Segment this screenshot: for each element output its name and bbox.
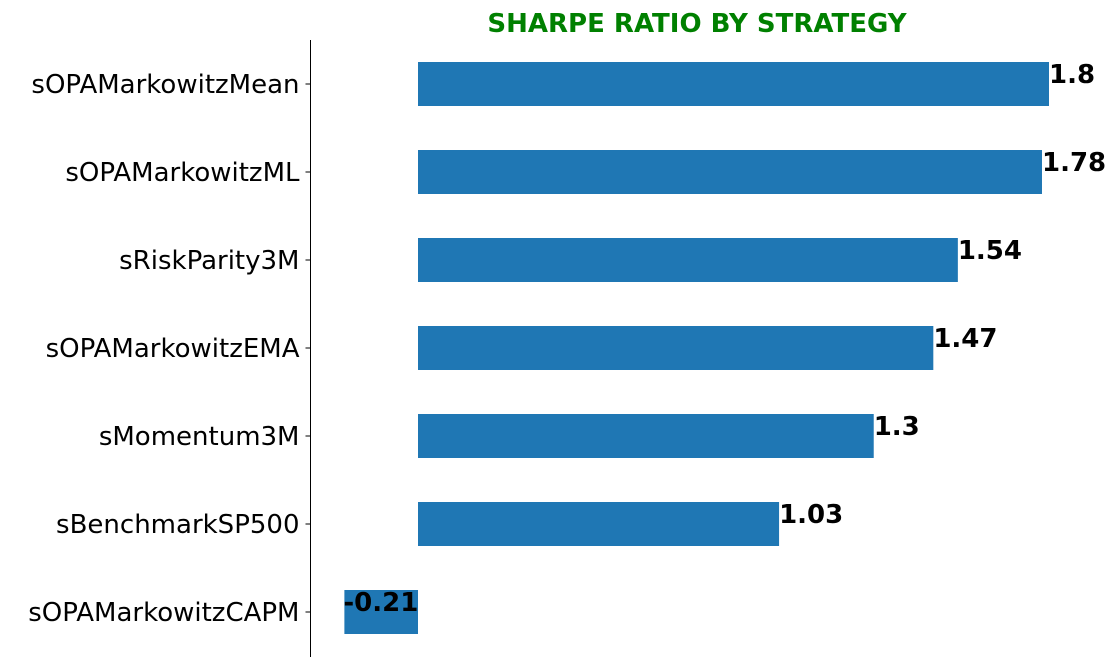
bar-sopamarkowitzema — [418, 326, 934, 370]
value-label: 1.78 — [1042, 148, 1106, 178]
bar-sriskparity3m — [418, 238, 958, 282]
value-labels-group: 1.8 1.78 1.54 1.47 1.3 1.03 -0.21 — [343, 60, 1106, 618]
bar-sopamarkowitzml — [418, 150, 1042, 194]
bars-group — [344, 62, 1049, 634]
value-label: -0.21 — [343, 588, 418, 618]
y-tick-label: sOPAMarkowitzEMA — [46, 334, 300, 364]
bar-sopamarkowitzmean — [418, 62, 1049, 106]
value-label: 1.3 — [874, 412, 920, 442]
value-label: 1.54 — [958, 236, 1022, 266]
bar-smomentum3m — [418, 414, 874, 458]
y-tick-label: sOPAMarkowitzML — [65, 158, 300, 188]
y-tick-label: sRiskParity3M — [119, 246, 299, 276]
y-tick-label: sBenchmarkSP500 — [56, 510, 299, 540]
value-label: 1.8 — [1049, 60, 1095, 90]
y-tick-label: sOPAMarkowitzCAPM — [28, 598, 299, 628]
chart-title: SHARPE RATIO BY STRATEGY — [487, 9, 907, 39]
bar-sopamarkowitzcapm — [344, 590, 418, 634]
y-tick-label: sMomentum3M — [99, 422, 300, 452]
y-tick-label: sOPAMarkowitzMean — [31, 70, 299, 100]
value-label: 1.47 — [933, 324, 997, 354]
bar-sbenchmarksp500 — [418, 502, 780, 546]
y-ticks-group: sOPAMarkowitzMean sOPAMarkowitzML sRiskPar… — [28, 70, 311, 628]
value-label: 1.03 — [779, 500, 843, 530]
